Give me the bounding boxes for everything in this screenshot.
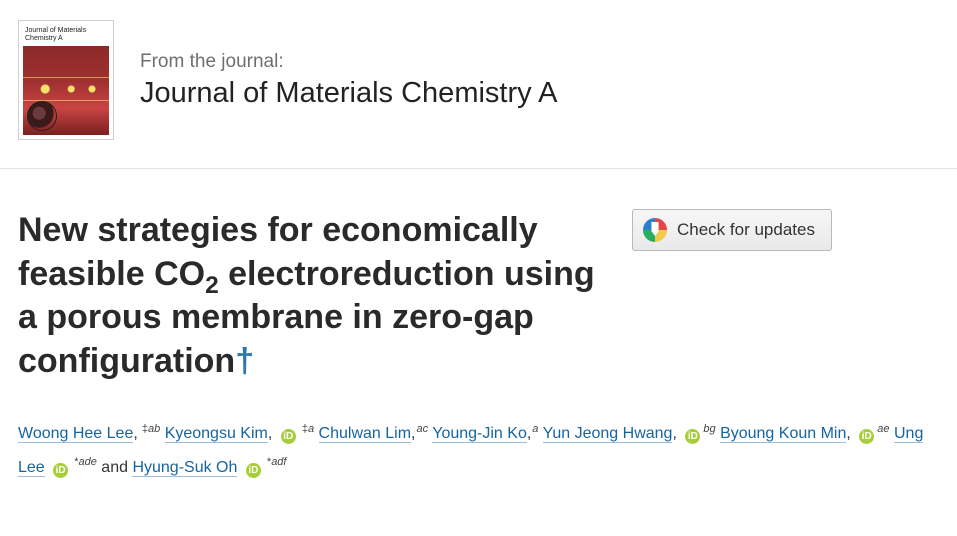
- supplementary-info-link[interactable]: †: [235, 342, 254, 380]
- orcid-icon[interactable]: iD: [281, 429, 296, 444]
- orcid-icon[interactable]: iD: [246, 463, 261, 478]
- check-for-updates-button[interactable]: Check for updates: [632, 209, 832, 251]
- orcid-icon[interactable]: iD: [859, 429, 874, 444]
- crossmark-icon: [643, 218, 667, 242]
- journal-header: Journal of Materials Chemistry A From th…: [0, 0, 957, 169]
- from-the-journal-label: From the journal:: [140, 51, 557, 73]
- author-link[interactable]: Chulwan Lim: [319, 425, 411, 443]
- author-affiliation-marks: *adf: [264, 456, 287, 468]
- author-affiliation-marks: ac: [416, 423, 428, 435]
- author-affiliation-marks: *ade: [71, 456, 97, 468]
- title-row: New strategies for economically feasible…: [18, 209, 939, 383]
- author-link[interactable]: Yun Jeong Hwang: [543, 425, 673, 443]
- cover-caption: Journal of Materials Chemistry A: [23, 25, 109, 46]
- article-block: New strategies for economically feasible…: [0, 169, 957, 504]
- author-affiliation-marks: ‡ab: [139, 423, 160, 435]
- author-link[interactable]: Hyung-Suk Oh: [132, 459, 237, 477]
- author-affiliation-marks: a: [532, 423, 538, 435]
- orcid-icon[interactable]: iD: [53, 463, 68, 478]
- author-list: Woong Hee Lee, ‡ab Kyeongsu Kim, iD ‡a C…: [18, 417, 939, 484]
- author-affiliation-marks: ‡a: [299, 423, 314, 435]
- author-link[interactable]: Kyeongsu Kim: [165, 425, 268, 443]
- orcid-icon[interactable]: iD: [685, 429, 700, 444]
- article-title: New strategies for economically feasible…: [18, 209, 608, 383]
- author-link[interactable]: Byoung Koun Min: [720, 425, 846, 443]
- journal-cover-thumbnail[interactable]: Journal of Materials Chemistry A: [18, 20, 114, 140]
- check-for-updates-label: Check for updates: [677, 220, 815, 240]
- journal-name[interactable]: Journal of Materials Chemistry A: [140, 77, 557, 110]
- author-link[interactable]: Young-Jin Ko: [432, 425, 527, 443]
- author-affiliation-marks: bg: [703, 423, 715, 435]
- title-subscript: 2: [205, 271, 219, 298]
- author-affiliation-marks: ae: [877, 423, 889, 435]
- cover-image: [23, 46, 109, 135]
- journal-meta: From the journal: Journal of Materials C…: [140, 51, 557, 110]
- author-link[interactable]: Woong Hee Lee: [18, 425, 133, 443]
